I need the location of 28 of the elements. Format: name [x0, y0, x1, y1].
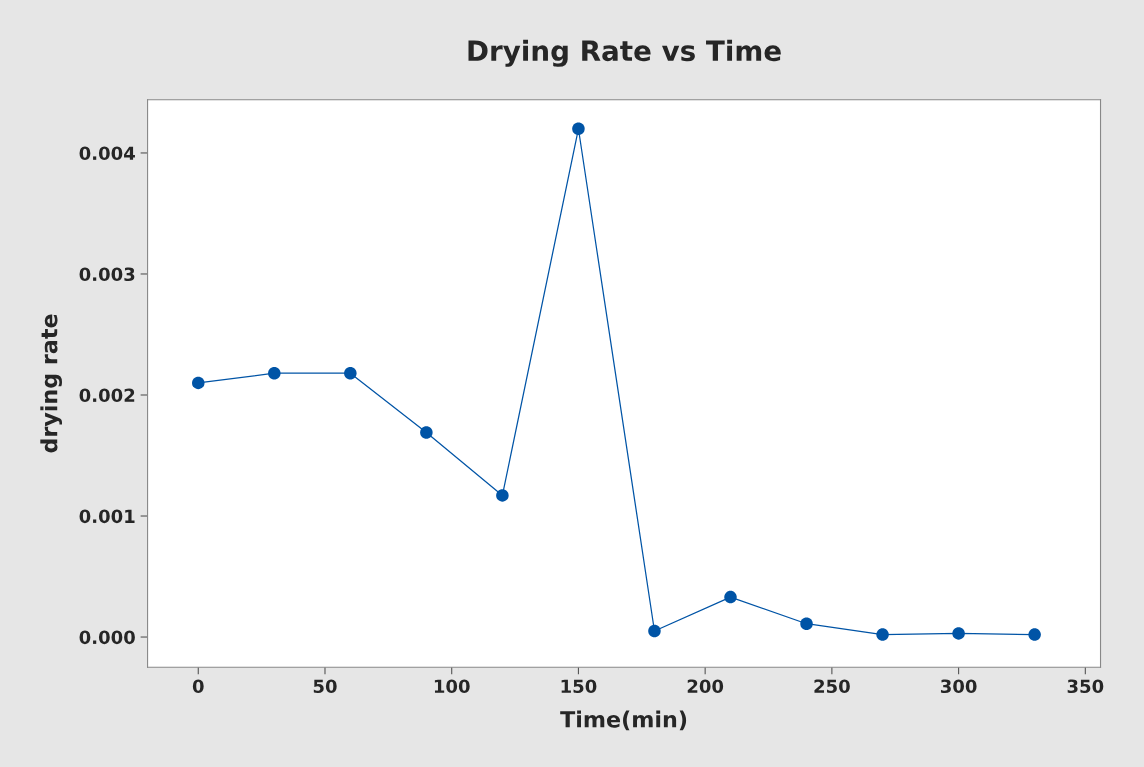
y-axis-title: drying rate — [40, 314, 62, 453]
x-tick-label: 250 — [814, 679, 850, 694]
x-tick-label: 350 — [1067, 679, 1104, 694]
x-tick-label: 300 — [940, 679, 977, 694]
x-axis-title: Time(min) — [560, 710, 687, 731]
point — [952, 627, 965, 640]
x-tick-label: 0 — [192, 679, 204, 694]
point — [420, 426, 433, 439]
point — [876, 628, 889, 641]
x-tick-label: 100 — [434, 679, 470, 694]
point — [268, 366, 281, 380]
x-tick-label: 150 — [561, 679, 597, 694]
y-tick-label: 0.004 — [79, 146, 135, 161]
point — [192, 376, 205, 390]
x-tick-label: 200 — [687, 679, 724, 694]
point — [572, 122, 585, 135]
y-tick-label: 0.002 — [79, 388, 135, 403]
point — [800, 617, 813, 630]
point — [648, 624, 661, 638]
point — [496, 489, 509, 502]
point — [344, 366, 357, 380]
y-tick-label: 0.000 — [79, 630, 135, 645]
point — [724, 590, 737, 604]
y-tick-label: 0.001 — [79, 509, 135, 524]
x-tick-label: 50 — [313, 679, 337, 694]
y-tick-label: 0.003 — [79, 267, 135, 282]
point — [1028, 628, 1041, 641]
chart-title: Drying Rate vs Time — [468, 39, 781, 67]
